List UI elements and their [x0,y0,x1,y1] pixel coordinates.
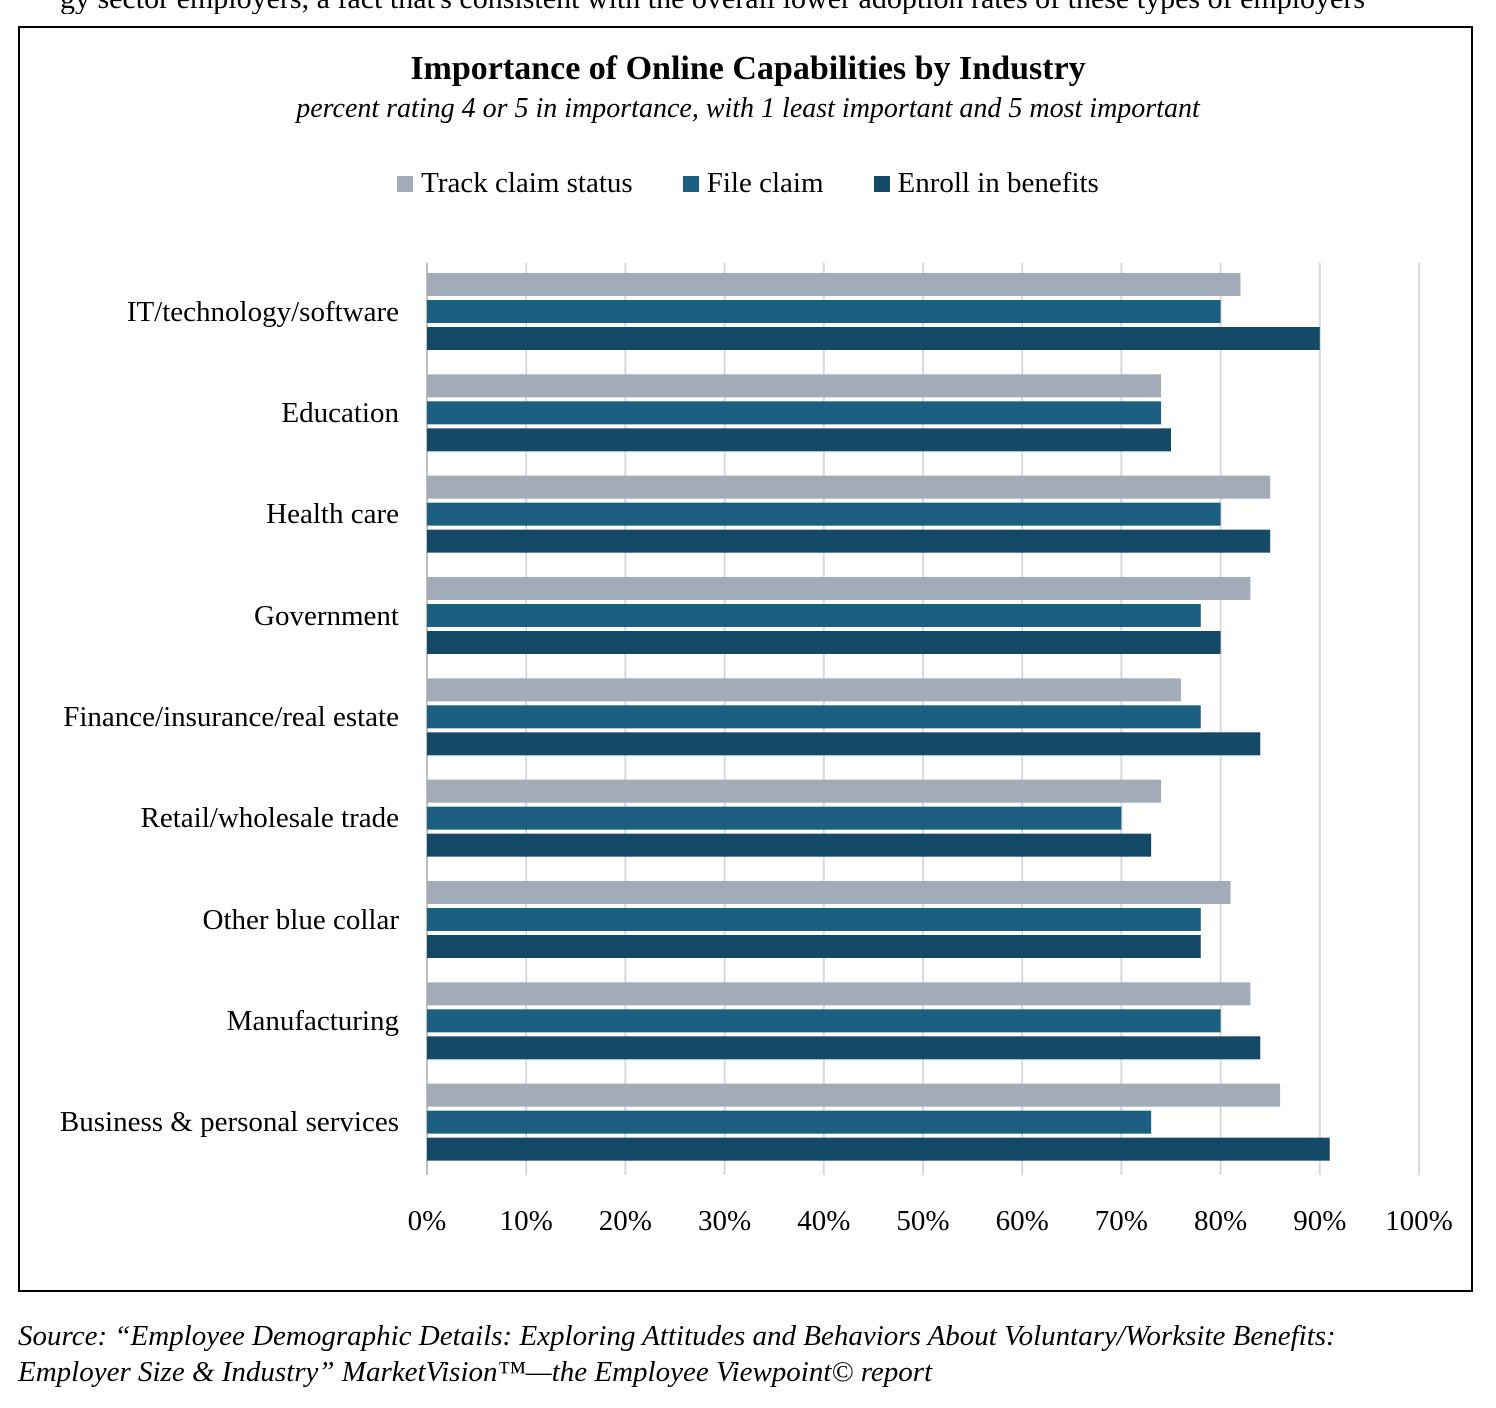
bar [427,529,1271,553]
truncated-preceding-text: gy sector employers, a fact that's consi… [60,0,1440,14]
tick-label: 20% [598,1205,652,1237]
tick-label: 40% [797,1205,851,1237]
bar [427,1110,1152,1134]
bar [427,833,1152,857]
tick-label: 100% [1385,1205,1453,1237]
legend-label: Enroll in benefits [897,167,1099,199]
tick-label: 50% [896,1205,950,1237]
chart-frame [18,26,1473,1292]
bar [427,374,1162,398]
category-label: Other blue collar [202,903,399,936]
bar [427,1036,1261,1060]
tick-label: 60% [995,1205,1049,1237]
category-label: Government [254,599,399,632]
bar [427,300,1221,323]
category-label: Manufacturing [226,1004,399,1037]
source-line-1: Source: “Employee Demographic Details: E… [18,1320,1336,1352]
bar [427,908,1201,931]
source-line-2: Employer Size & Industry” MarketVision™—… [18,1356,933,1388]
bar [427,475,1271,499]
legend-swatch [682,175,699,192]
bar [427,631,1221,654]
bar [427,779,1162,803]
tick-label: 70% [1094,1205,1148,1237]
category-label: Health care [266,498,399,531]
bar [427,577,1251,600]
legend-label: Track claim status [421,167,633,199]
tick-label: 10% [499,1205,553,1237]
legend-item-file-claim: File claim [682,167,824,200]
tick-label: 30% [698,1205,752,1237]
bar [427,428,1171,452]
bar [427,982,1251,1006]
chart-title: Importance of Online Capabilities by Ind… [410,50,1086,87]
bar [427,273,1241,296]
category-label: IT/technology/software [126,295,399,328]
legend-swatch [873,175,890,192]
category-label: Retail/wholesale trade [140,802,399,835]
tick-label: 0% [407,1205,447,1237]
bar [427,806,1122,830]
bar [427,1009,1221,1033]
category-label: Education [281,396,399,429]
legend-item-track-claim-status: Track claim status [397,167,633,200]
legend-item-enroll-in-benefits: Enroll in benefits [873,167,1099,200]
category-label: Finance/insurance/real estate [63,700,399,733]
bar [427,935,1201,958]
bar [427,732,1261,756]
category-label: Business & personal services [59,1106,399,1139]
source-note: Source: “Employee Demographic Details: E… [18,1318,1478,1390]
legend: Track claim status File claim Enroll in … [0,167,1496,200]
chart-subtitle: percent rating 4 or 5 in importance, wit… [296,93,1200,124]
bar [427,604,1201,627]
bar [427,502,1221,526]
tick-label: 90% [1293,1205,1347,1237]
bar [427,881,1231,904]
bar [427,678,1181,702]
tick-label: 80% [1194,1205,1248,1237]
bar [427,401,1162,425]
bar [427,1083,1281,1107]
legend-label: File claim [706,167,824,199]
bar [427,327,1320,350]
bar [427,705,1201,729]
legend-swatch [397,175,414,192]
bar [427,1137,1330,1161]
